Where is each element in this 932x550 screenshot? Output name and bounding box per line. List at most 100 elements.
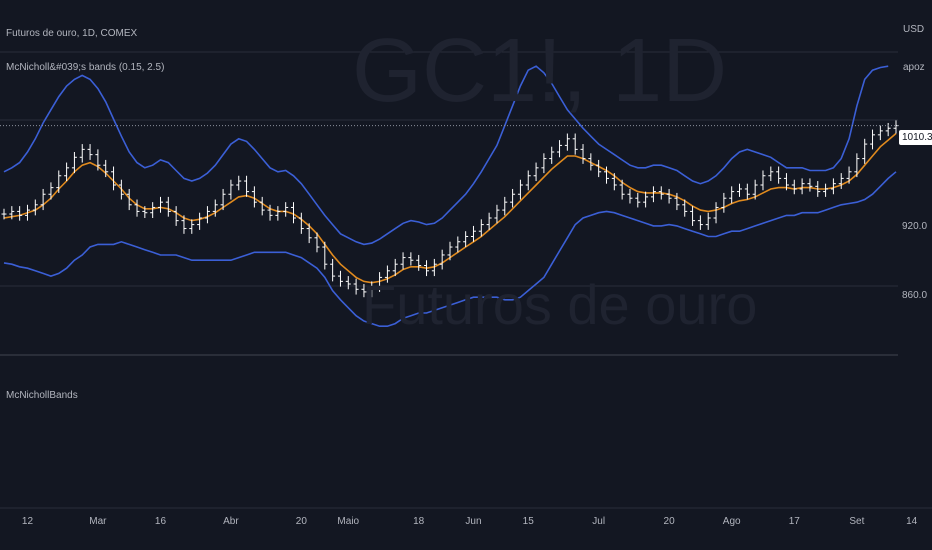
ohlc-bar <box>447 241 453 261</box>
ohlc-bar <box>111 166 117 191</box>
x-tick-label: 14 <box>906 516 918 527</box>
ohlc-bar <box>353 278 359 295</box>
ohlc-bar <box>549 146 555 164</box>
ohlc-bar <box>345 276 351 290</box>
x-tick-label: 20 <box>296 516 308 527</box>
ohlc-bar <box>392 258 398 277</box>
symbol-title[interactable]: Futuros de ouro, 1D, COMEX <box>6 28 138 39</box>
ohlc-bar <box>306 223 312 244</box>
ohlc-bar <box>1 208 7 220</box>
ohlc-bar <box>71 152 77 174</box>
ohlc-bar <box>705 212 711 230</box>
x-tick-label: 18 <box>413 516 425 527</box>
ohlc-bar <box>157 196 163 213</box>
x-tick-label: 12 <box>22 516 34 527</box>
ohlc-bar <box>40 188 46 211</box>
ohlc-bar <box>134 199 140 217</box>
ohlc-bar <box>314 232 320 253</box>
ohlc-bar <box>627 188 633 204</box>
ohlc-bar <box>322 241 328 270</box>
ohlc-bar <box>517 179 523 200</box>
ohlc-bar <box>267 204 273 221</box>
ohlc-bar <box>251 186 257 208</box>
ohlc-bar <box>291 202 297 224</box>
ohlc-bar <box>463 231 469 248</box>
ohlc-bar <box>619 179 625 200</box>
x-tick-label: Maio <box>337 516 359 527</box>
ohlc-bar <box>713 202 719 224</box>
ohlc-bar <box>776 166 782 184</box>
ohlc-bar <box>603 166 609 184</box>
ohlc-bar <box>431 258 437 277</box>
ohlc-bar <box>799 178 805 195</box>
ohlc-bar <box>298 212 304 234</box>
ohlc-bar <box>79 144 85 163</box>
unit-label: apoz <box>903 62 925 73</box>
x-tick-label: 17 <box>789 516 801 527</box>
watermark-description: Futuros de ouro <box>362 273 758 336</box>
ohlc-bar <box>17 206 23 221</box>
ohlc-bar <box>486 212 492 230</box>
ohlc-bar <box>165 196 171 217</box>
ohlc-bar <box>189 219 195 234</box>
ohlc-bar <box>572 133 578 155</box>
ohlc-bar <box>815 181 821 197</box>
ohlc-bar <box>877 125 883 141</box>
lower-band-line <box>3 171 897 327</box>
ohlc-bar <box>361 284 367 298</box>
indicator-legend[interactable]: McNicholl&#039;s bands (0.15, 2.5) <box>6 62 165 73</box>
ohlc-bar <box>525 170 531 191</box>
ohlc-bar <box>330 258 336 282</box>
ohlc-bar <box>666 188 672 204</box>
ohlc-bar <box>830 178 836 195</box>
ohlc-bar <box>48 182 54 200</box>
ohlc-bar <box>533 162 539 182</box>
ohlc-bar <box>377 272 383 292</box>
ohlc-bar <box>103 159 109 178</box>
x-tick-label: 20 <box>664 516 676 527</box>
ohlc-bar <box>400 252 406 270</box>
ohlc-bar <box>369 281 375 298</box>
ohlc-bar <box>181 215 187 234</box>
x-tick-label: Ago <box>723 516 741 527</box>
ohlc-bar <box>150 202 156 218</box>
ohlc-bar <box>697 215 703 230</box>
ohlc-bar <box>126 188 132 211</box>
ohlc-bar <box>478 219 484 237</box>
ohlc-bar <box>674 192 680 211</box>
ohlc-bar <box>557 140 563 158</box>
upper-band-line <box>3 65 889 246</box>
ohlc-bar <box>384 265 390 283</box>
ohlc-bar <box>823 183 829 197</box>
ohlc-bar <box>721 192 727 213</box>
ohlc-bar <box>337 270 343 287</box>
watermark-symbol: GC1!, 1D <box>352 21 728 121</box>
ohlc-bar <box>862 138 868 164</box>
ohlc-bar <box>690 206 696 226</box>
currency-label: USD <box>903 24 925 35</box>
ohlc-bar <box>752 179 758 200</box>
ohlc-bar <box>564 133 570 151</box>
ohlc-bar <box>635 192 641 208</box>
ohlc-bar <box>197 212 203 230</box>
pane2-legend[interactable]: McNichollBands <box>6 390 78 401</box>
ohlc-bar <box>220 188 226 211</box>
ohlc-bar <box>9 206 15 220</box>
ohlc-bar <box>142 206 148 218</box>
ohlc-bar <box>744 183 750 200</box>
x-tick-label: Jul <box>592 516 605 527</box>
ohlc-bar <box>408 252 414 266</box>
ohlc-bar <box>424 260 430 277</box>
x-tick-label: Mar <box>89 516 107 527</box>
ohlc-bar <box>870 129 876 150</box>
ohlc-bar <box>650 186 656 203</box>
price-tick-920: 920.0 <box>902 221 928 232</box>
ohlc-bar <box>885 122 891 137</box>
ohlc-bar <box>416 254 422 271</box>
ohlc-bar <box>173 206 179 226</box>
ohlc-bar <box>228 179 234 200</box>
x-tick-label: Jun <box>465 516 481 527</box>
ohlc-bar <box>510 188 516 208</box>
ohlc-bar <box>439 249 445 270</box>
